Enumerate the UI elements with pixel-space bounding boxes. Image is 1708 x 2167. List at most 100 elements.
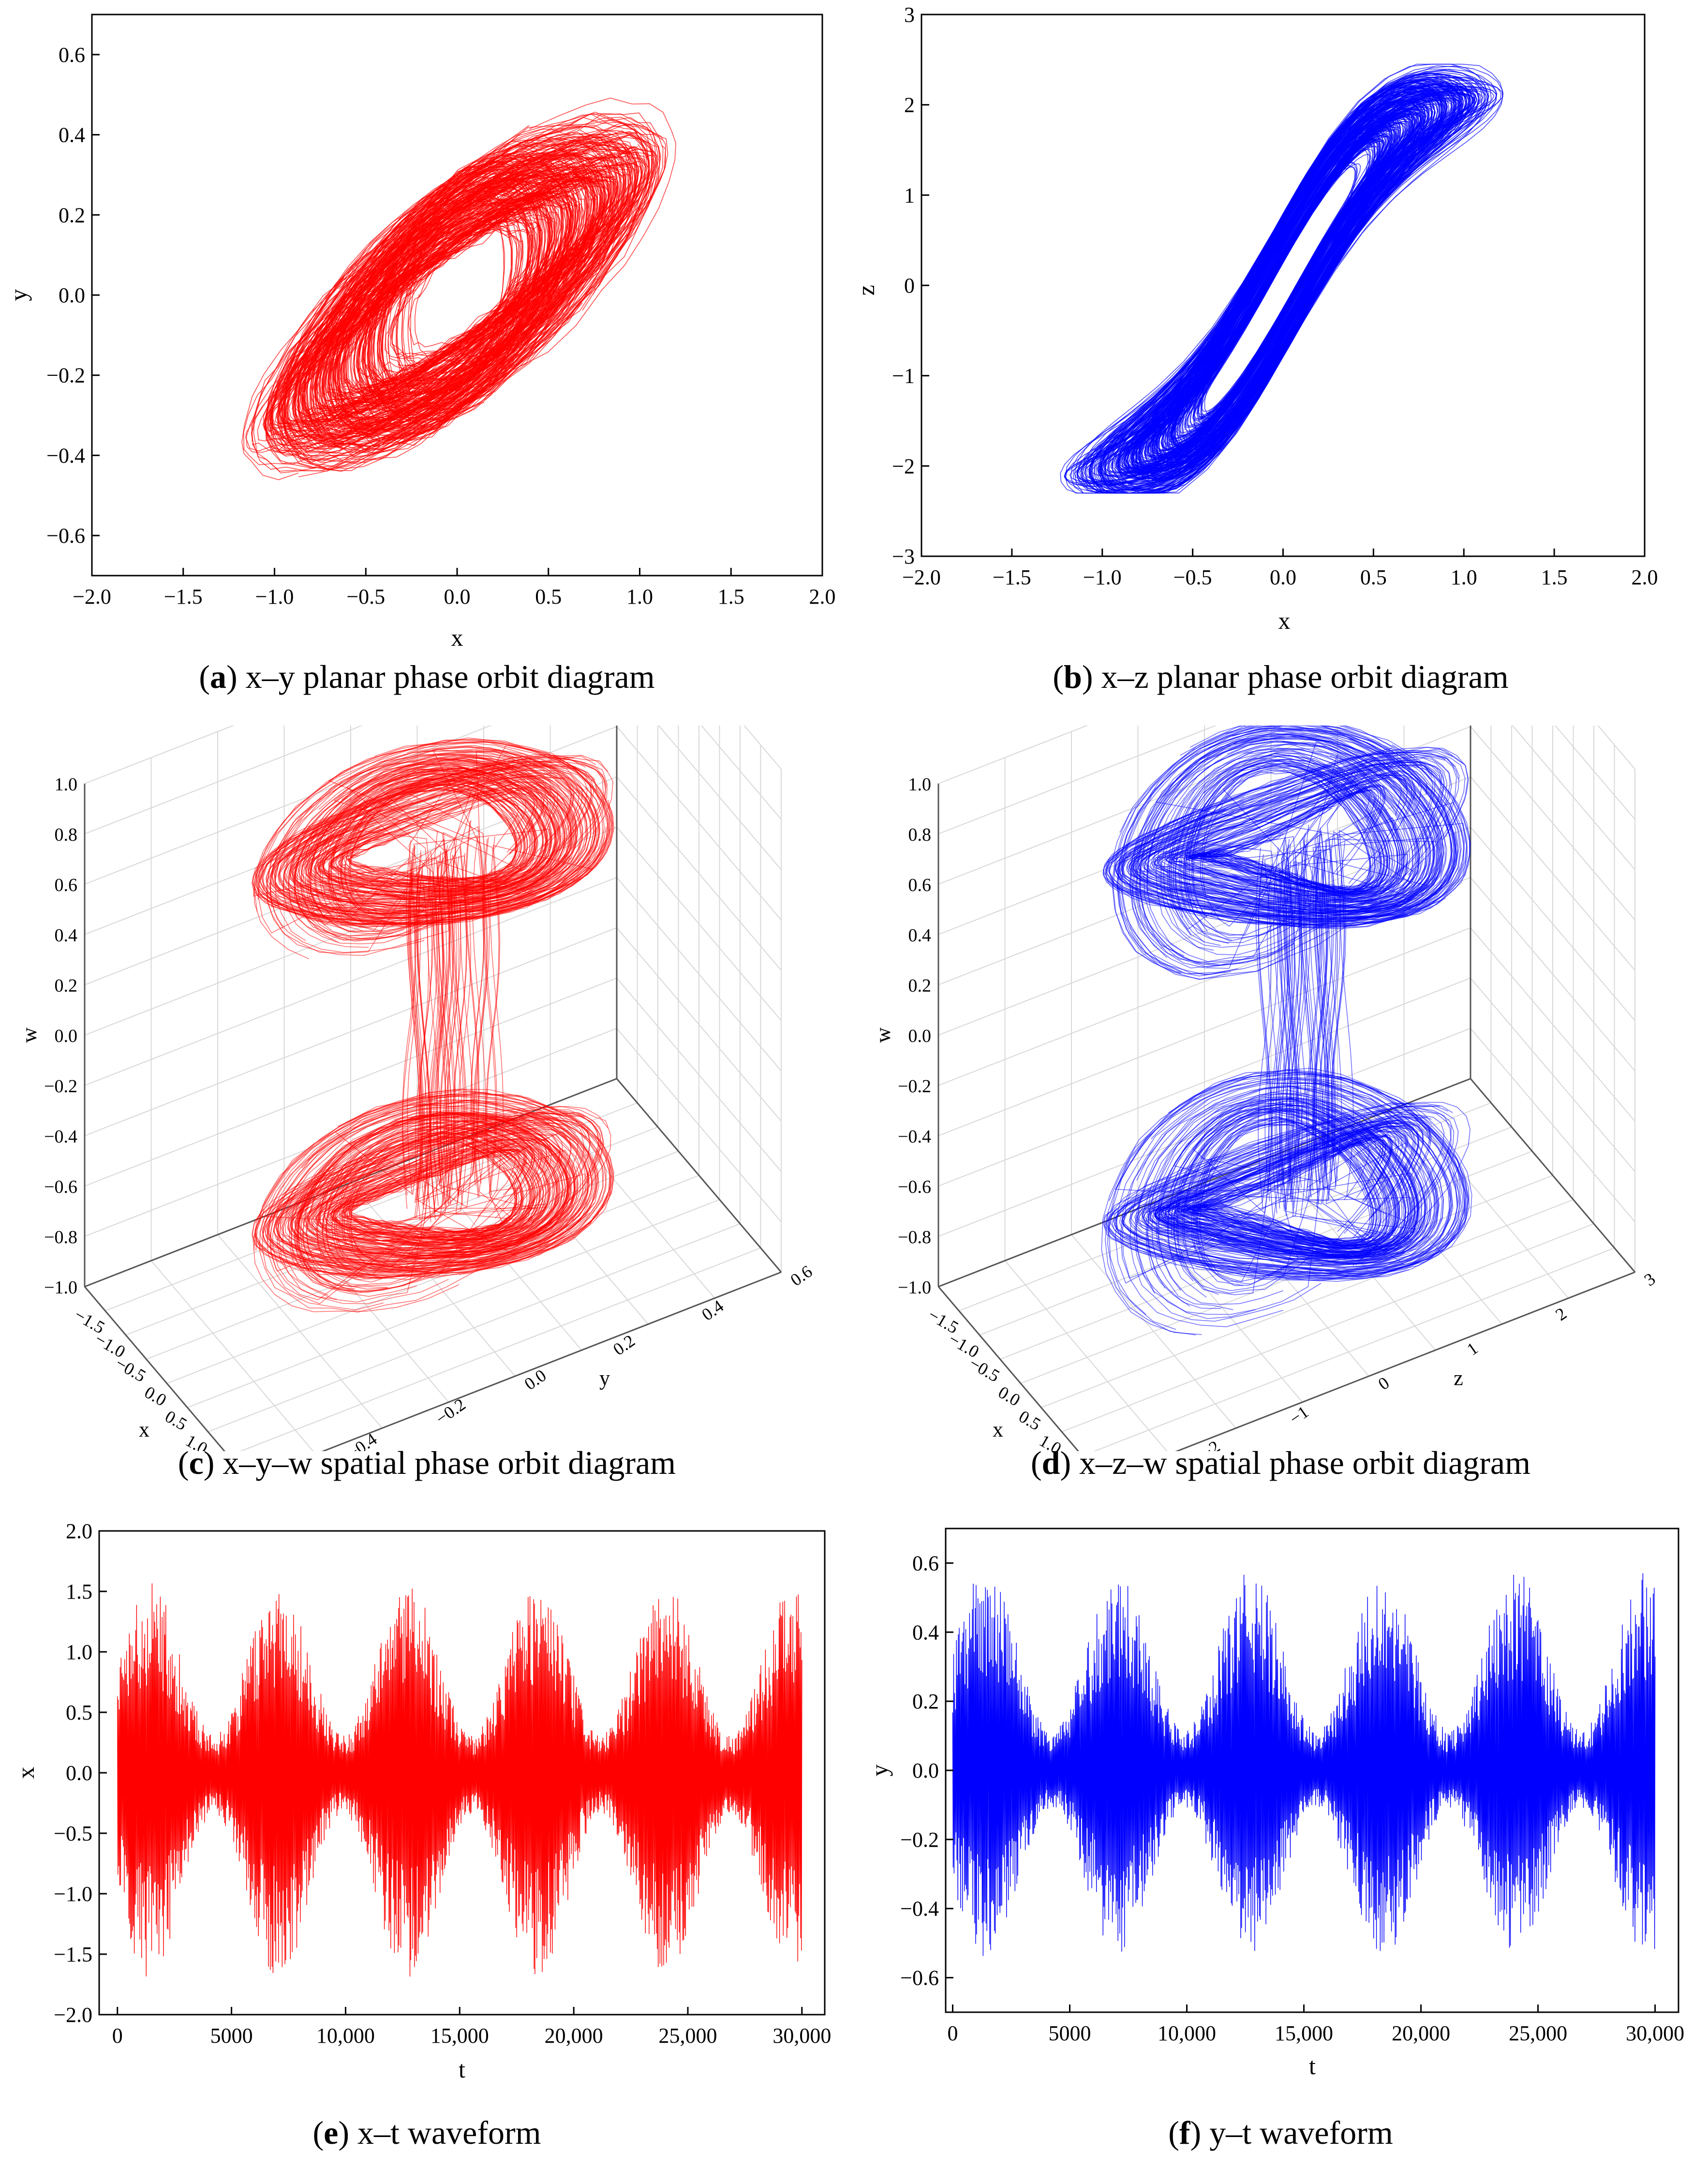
chart-a-xtick-label: −1.5 bbox=[164, 585, 203, 609]
orbit-line bbox=[1112, 726, 1462, 980]
orbit-line bbox=[1181, 783, 1393, 895]
chart-a-xtick-label: −1.0 bbox=[255, 585, 294, 609]
chart-d-box bbox=[937, 726, 1636, 1451]
orbit-line bbox=[1176, 112, 1397, 451]
orbit-line bbox=[294, 775, 572, 904]
waveform-line bbox=[117, 1583, 802, 1977]
orbit-line bbox=[305, 1130, 561, 1253]
orbit-line bbox=[265, 151, 609, 461]
orbit-line bbox=[1149, 1120, 1424, 1259]
orbit-line bbox=[279, 178, 610, 428]
orbit-line bbox=[274, 750, 592, 916]
orbit-line bbox=[1119, 729, 1455, 975]
chart-e-xtick-label: 10,000 bbox=[316, 2024, 375, 2048]
orbit-line bbox=[1122, 1108, 1452, 1273]
orbit-line bbox=[1129, 759, 1445, 918]
chart-e-xtick-label: 25,000 bbox=[658, 2024, 717, 2048]
orbit-line bbox=[1162, 1122, 1411, 1256]
chart-c-series bbox=[251, 737, 615, 1313]
orbit-line bbox=[1109, 726, 1465, 926]
orbit-line bbox=[1157, 1098, 1416, 1305]
chart-a-ylabel: y bbox=[5, 289, 32, 301]
chart-d-ytick-label: 0 bbox=[1375, 1373, 1393, 1394]
orbit-line bbox=[1167, 154, 1371, 443]
chart-b-xtick-label: 1.5 bbox=[1541, 565, 1568, 589]
chart-e-ytick-label: −2.0 bbox=[54, 2003, 92, 2027]
orbit-line bbox=[327, 1131, 538, 1242]
chart-b-frame bbox=[921, 14, 1646, 557]
orbit-line bbox=[1158, 1115, 1415, 1257]
chart-c-ylabel: y bbox=[599, 1366, 610, 1390]
chart-b-xlabel: x bbox=[1278, 607, 1291, 634]
orbit-line bbox=[1183, 1112, 1391, 1247]
orbit-line bbox=[1161, 1130, 1412, 1252]
orbit-line bbox=[265, 135, 643, 457]
caption-b: (b) x–z planar phase orbit diagram bbox=[1053, 658, 1509, 695]
orbit-line bbox=[1201, 113, 1393, 428]
orbit-line bbox=[1155, 1098, 1418, 1259]
chart-b-xtick-label: −1.0 bbox=[1083, 565, 1122, 589]
orbit-line bbox=[273, 1099, 593, 1269]
orbit-line bbox=[1185, 762, 1388, 938]
chart-b-xtick-label: 2.0 bbox=[1632, 565, 1658, 589]
chart-f-xtick-label: 25,000 bbox=[1509, 2021, 1567, 2045]
grid-line bbox=[1337, 726, 1502, 1325]
chart-f: 0 5000 10,000 15,000 20,000 25,000 30,000 −0.6 −… bbox=[866, 1528, 1684, 2079]
orbit-line bbox=[344, 784, 522, 916]
chart-c-ytick-label: 0.2 bbox=[609, 1331, 639, 1359]
orbit-line bbox=[306, 173, 569, 442]
orbit-line bbox=[288, 758, 578, 945]
chart-d-ztick-label: 1.0 bbox=[908, 774, 932, 795]
chart-e: 0 5000 10,000 15,000 20,000 25,000 30,000 −2.0 −… bbox=[12, 1519, 831, 2080]
orbit-line bbox=[266, 761, 600, 920]
orbit-line bbox=[1197, 122, 1391, 426]
orbit-line bbox=[1185, 146, 1379, 428]
chart-a-xtick-label: 1.5 bbox=[718, 585, 744, 609]
chart-d-ztick-label: 0.4 bbox=[908, 925, 932, 946]
orbit-line bbox=[317, 770, 549, 895]
orbit-line bbox=[349, 787, 517, 880]
grid-line bbox=[938, 726, 1635, 834]
chart-c-ztick-label: −1.0 bbox=[44, 1277, 77, 1298]
chart-b-ytick-label: 3 bbox=[904, 3, 915, 27]
orbit-line bbox=[297, 1115, 568, 1256]
orbit-line bbox=[273, 1115, 593, 1269]
orbit-line bbox=[1176, 1108, 1397, 1295]
orbit-line bbox=[1118, 108, 1429, 472]
chart-d-ztick-label: −0.8 bbox=[898, 1227, 931, 1247]
chart-d-ytick-label: 1 bbox=[1463, 1338, 1482, 1359]
orbit-line bbox=[335, 178, 595, 403]
chart-f-ytick-label: 0.4 bbox=[912, 1620, 939, 1644]
chart-c-xtick-label: 0.5 bbox=[162, 1407, 191, 1434]
chart-a-ytick-label: −0.4 bbox=[46, 444, 85, 467]
orbit-line bbox=[1191, 765, 1382, 918]
orbit-line bbox=[1074, 73, 1466, 494]
orbit-line bbox=[1189, 140, 1381, 426]
chart-c-ztick-label: −0.6 bbox=[44, 1177, 77, 1197]
orbit-line bbox=[1192, 1140, 1381, 1244]
chart-f-xtick-label: 0 bbox=[948, 2021, 958, 2045]
orbit-line bbox=[292, 772, 574, 907]
chart-f-ytick-label: 0.2 bbox=[912, 1690, 939, 1713]
chart-d-ztick-label: 0.2 bbox=[908, 976, 932, 996]
orbit-line bbox=[1192, 785, 1381, 893]
orbit-line bbox=[1099, 75, 1489, 487]
orbit-line bbox=[319, 152, 607, 430]
orbit-line bbox=[296, 775, 570, 904]
orbit-line bbox=[1149, 134, 1383, 466]
chart-b-ytick-label: 0 bbox=[904, 274, 915, 297]
chart-c-ztick-label: 0.6 bbox=[55, 875, 78, 895]
orbit-line bbox=[302, 1116, 564, 1288]
chart-e-xtick-label: 30,000 bbox=[772, 2024, 831, 2048]
orbit-line bbox=[257, 741, 609, 924]
chart-c-xtick-label: 0.0 bbox=[141, 1382, 170, 1410]
orbit-line bbox=[1126, 761, 1447, 919]
orbit-line bbox=[269, 746, 597, 1206]
orbit-line bbox=[346, 837, 520, 1233]
orbit-line bbox=[1145, 1092, 1428, 1307]
orbit-line bbox=[1169, 1104, 1404, 1252]
orbit-line bbox=[1172, 142, 1375, 448]
chart-d-ytick-label: −1 bbox=[1286, 1402, 1312, 1428]
orbit-line bbox=[303, 154, 619, 428]
orbit-line bbox=[1172, 115, 1403, 447]
